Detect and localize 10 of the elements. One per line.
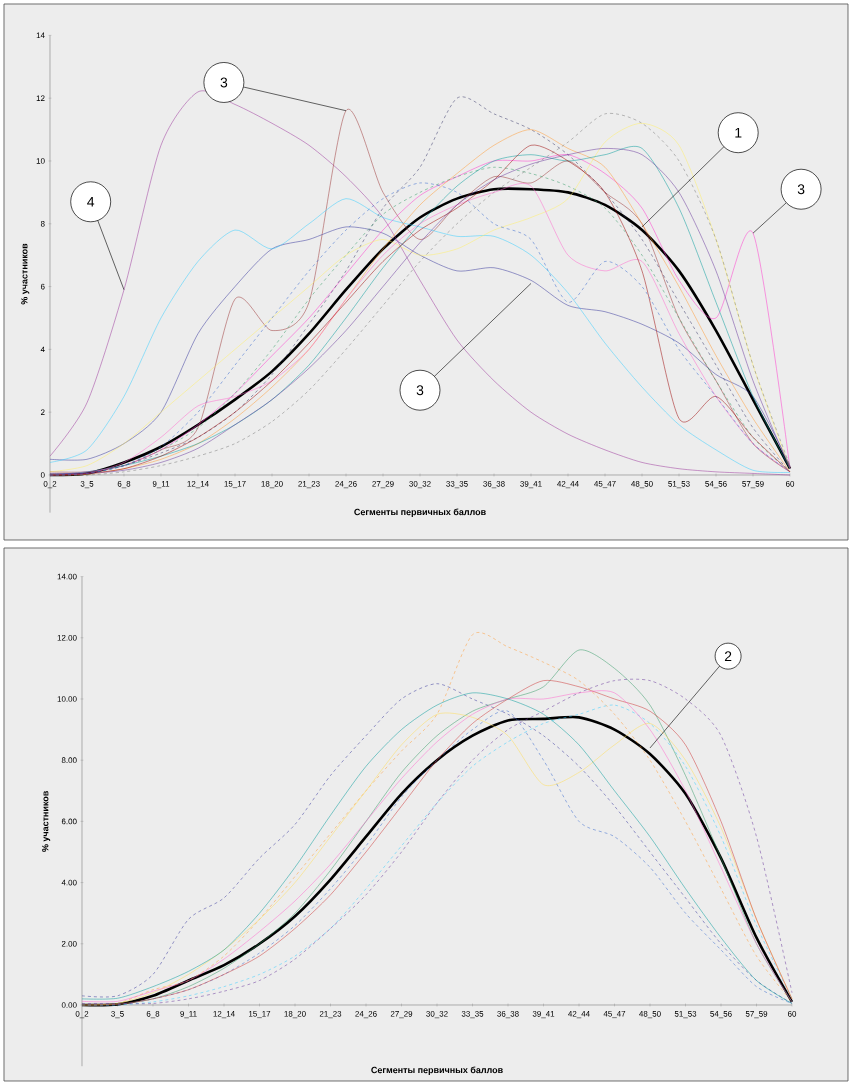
annotation: 3 — [220, 77, 228, 88]
x-axis-title: Сегменты первичных баллов — [371, 1066, 503, 1075]
y-axis-title: % участников — [42, 791, 51, 852]
annotation: 3 — [797, 184, 805, 195]
x-axis-title: Сегменты первичных баллов — [354, 508, 486, 517]
y-axis-title: % участников — [21, 243, 30, 305]
annotation: 1 — [735, 127, 742, 138]
annotation: 3 — [416, 385, 424, 396]
annotation: 4 — [87, 197, 95, 207]
annotation: 2 — [724, 651, 732, 662]
